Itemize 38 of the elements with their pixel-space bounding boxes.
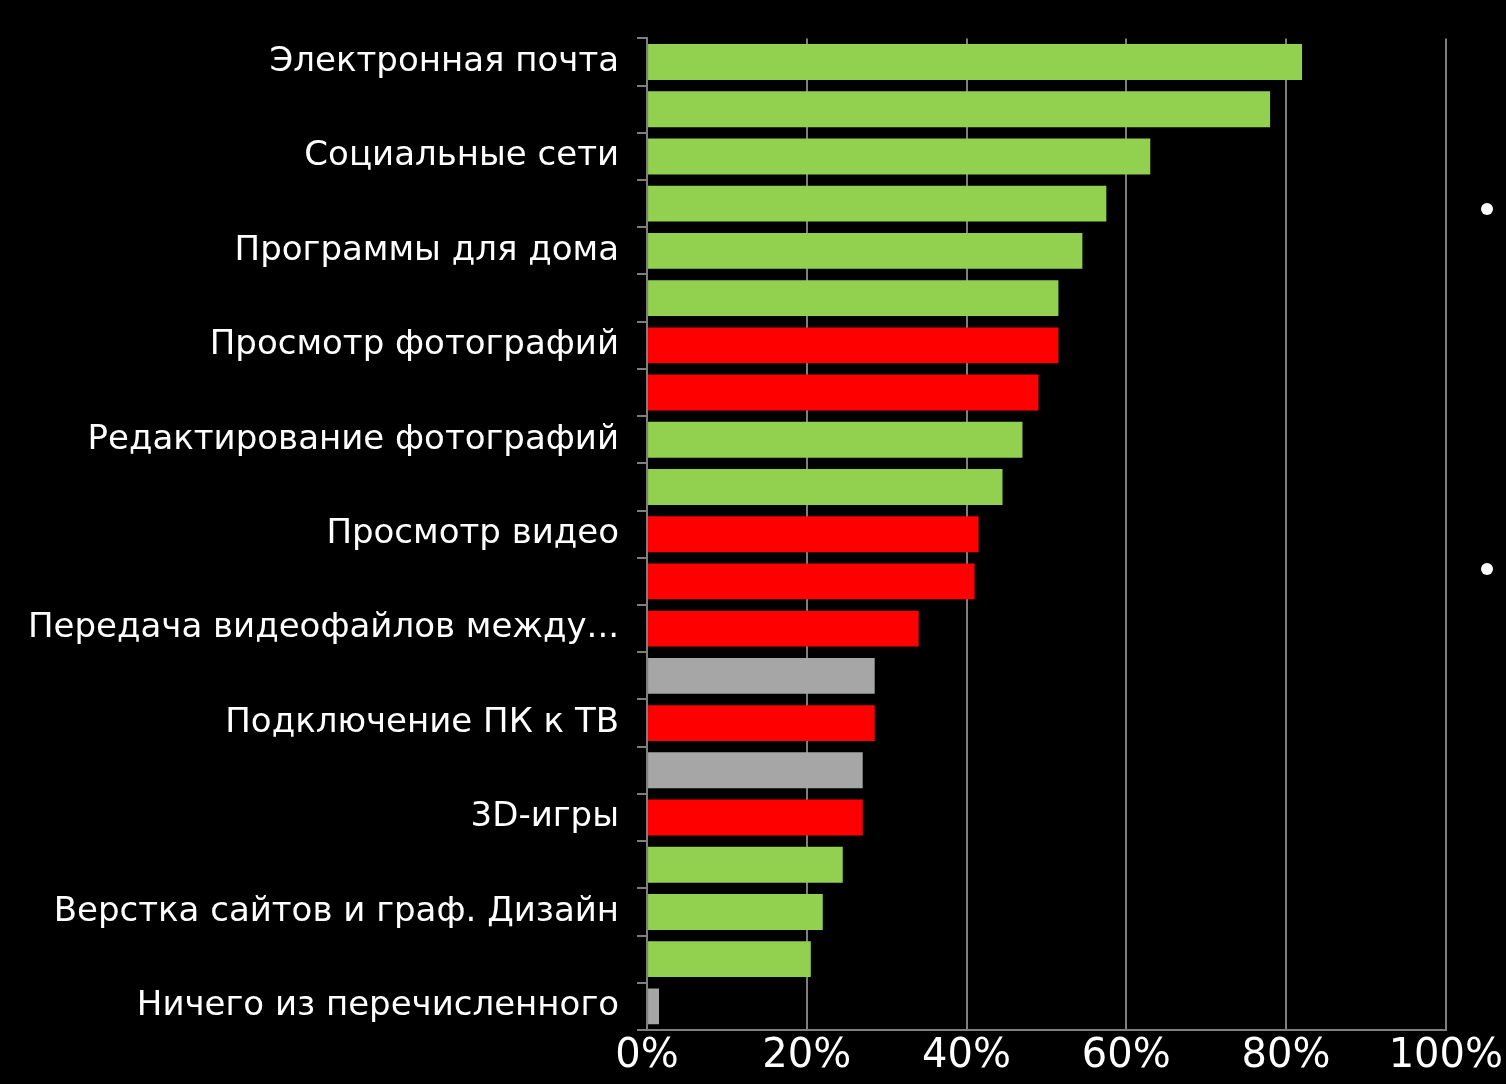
bar xyxy=(648,327,1059,364)
bar xyxy=(648,185,1107,222)
x-tick-label: 40% xyxy=(922,1030,1012,1077)
bar xyxy=(648,752,863,789)
bar xyxy=(648,563,975,600)
x-tick-label: 20% xyxy=(762,1030,852,1077)
bar xyxy=(648,91,1271,128)
x-tick-label: 80% xyxy=(1241,1030,1331,1077)
y-tick-label: Подключение ПК к ТВ xyxy=(225,699,620,740)
y-tick-label: 3D-игры xyxy=(470,794,620,835)
y-tick-label: Верстка сайтов и граф. Дизайн xyxy=(53,888,620,929)
bar xyxy=(648,374,1039,411)
bar xyxy=(648,138,1151,175)
bar xyxy=(648,894,823,930)
x-tick-label: 0% xyxy=(615,1030,679,1077)
y-tick-label: Передача видеофайлов между... xyxy=(27,605,620,646)
y-tick-label: Социальные сети xyxy=(304,133,620,174)
x-tick-label: 60% xyxy=(1081,1030,1171,1077)
y-tick-label: Просмотр видео xyxy=(326,511,620,552)
bar xyxy=(648,469,1003,505)
y-tick-label: Программы для дома xyxy=(234,227,620,268)
bar xyxy=(648,232,1083,269)
x-tick-label: 100% xyxy=(1388,1030,1503,1077)
bar xyxy=(648,610,919,647)
y-tick-label: Электронная почта xyxy=(269,38,620,79)
bar xyxy=(648,799,863,836)
bar xyxy=(648,280,1059,317)
bar xyxy=(648,705,875,742)
y-tick-label: Ничего из перечисленного xyxy=(136,983,620,1024)
bar xyxy=(648,44,1303,80)
bar xyxy=(648,988,660,1025)
y-tick-label: Редактирование фотографий xyxy=(87,416,620,457)
bar xyxy=(648,846,843,883)
bar xyxy=(648,657,875,694)
y-tick-label: Просмотр фотографий xyxy=(209,322,620,363)
bar xyxy=(648,516,979,553)
bar xyxy=(648,941,811,978)
bar xyxy=(648,421,1023,458)
